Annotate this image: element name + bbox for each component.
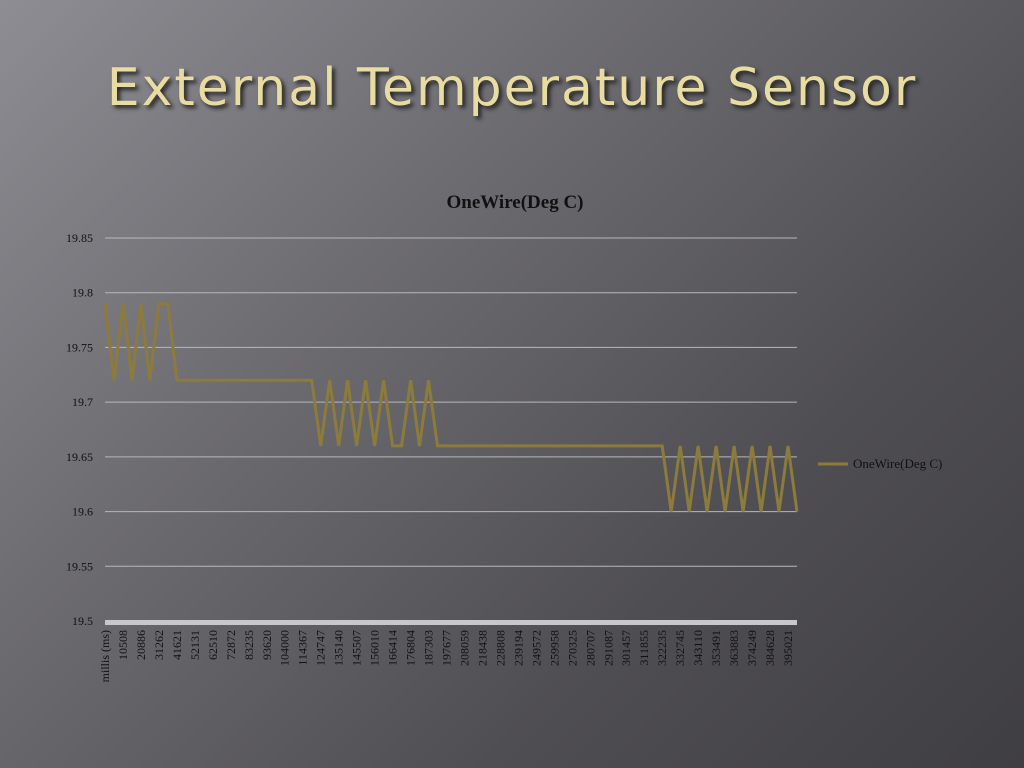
data-line <box>103 302 799 512</box>
y-tick-label: 19.55 <box>66 559 93 573</box>
x-tick-label: 176804 <box>404 630 418 666</box>
x-tick-label: 20886 <box>134 630 148 660</box>
y-tick-label: 19.8 <box>72 286 93 300</box>
x-tick-label: 208059 <box>457 630 471 666</box>
x-tick-label: 187303 <box>422 630 436 666</box>
x-tick-label: 384628 <box>763 630 777 666</box>
x-tick-label: 280707 <box>583 630 597 666</box>
x-tick-label: 145507 <box>350 630 364 666</box>
x-tick-label: 135140 <box>332 630 346 666</box>
x-tick-label: 10508 <box>116 630 130 660</box>
x-tick-label: 31262 <box>152 630 166 660</box>
y-tick-label: 19.75 <box>66 340 93 354</box>
x-tick-label: 239194 <box>511 630 525 666</box>
x-tick-label: 353491 <box>709 630 723 666</box>
x-tick-label: 72872 <box>224 630 238 660</box>
x-tick-label: 322235 <box>655 630 669 666</box>
x-tick-label: 83235 <box>242 630 256 660</box>
x-tick-label: 114367 <box>296 630 310 666</box>
y-tick-label: 19.85 <box>66 231 93 245</box>
x-tick-label: 270325 <box>565 630 579 666</box>
x-tick-label: 41621 <box>170 630 184 660</box>
x-tick-label: 156010 <box>368 630 382 666</box>
x-tick-label: 259958 <box>547 630 561 666</box>
y-tick-label: 19.7 <box>72 395 93 409</box>
x-tick-label: 343110 <box>691 630 705 666</box>
x-tick-label: 228808 <box>493 630 507 666</box>
legend-label: OneWire(Deg C) <box>853 456 942 471</box>
x-tick-label: 104000 <box>278 630 292 666</box>
x-tick-label: 311855 <box>637 630 651 666</box>
x-tick-label: 218438 <box>475 630 489 666</box>
x-tick-label: 332745 <box>673 630 687 666</box>
x-tick-label: 291087 <box>601 630 615 666</box>
x-tick-label: 249572 <box>529 630 543 666</box>
x-tick-label: 301457 <box>619 630 633 666</box>
x-tick-label: 52131 <box>188 630 202 660</box>
chart-title: OneWire(Deg C) <box>446 192 583 213</box>
x-tick-label: millis (ms) <box>98 630 112 682</box>
x-tick-label: 166414 <box>386 630 400 666</box>
slide-title: External Temperature Sensor <box>106 58 918 118</box>
x-tick-label: 374249 <box>745 630 759 666</box>
x-tick-label: 93620 <box>260 630 274 660</box>
y-tick-label: 19.65 <box>66 450 93 464</box>
y-tick-label: 19.5 <box>72 614 93 628</box>
y-tick-label: 19.6 <box>72 505 93 519</box>
x-axis <box>105 620 797 625</box>
x-tick-label: 197677 <box>440 630 454 666</box>
x-tick-label: 395021 <box>781 630 795 666</box>
x-tick-label: 124747 <box>314 630 328 666</box>
x-tick-label: 363883 <box>727 630 741 666</box>
x-tick-label: 62510 <box>206 630 220 660</box>
